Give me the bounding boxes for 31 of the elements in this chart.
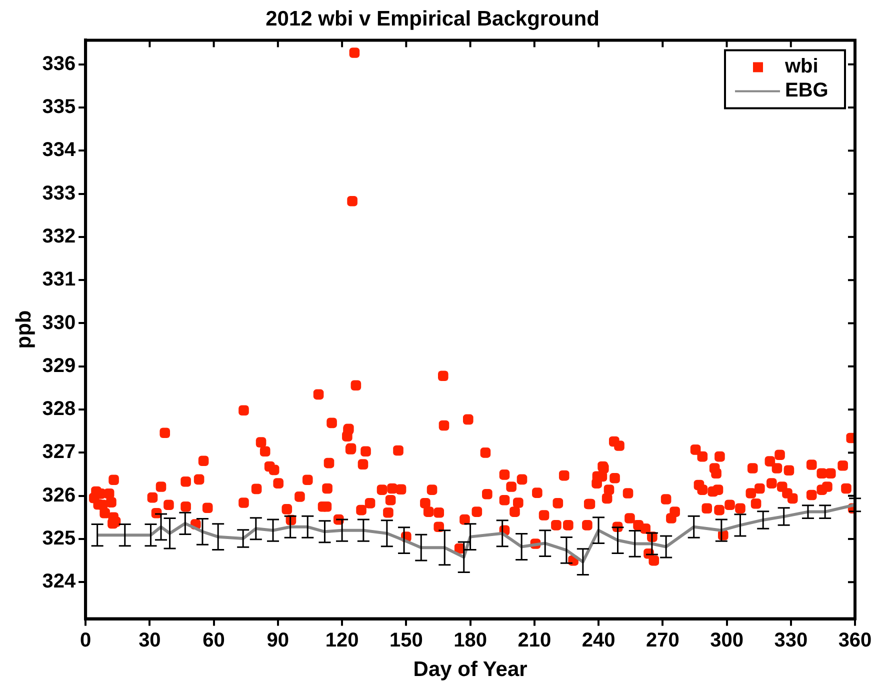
y-axis-title: ppb xyxy=(12,310,36,349)
y-tick-label: 327 xyxy=(42,441,76,464)
y-tick-label: 331 xyxy=(42,268,76,291)
x-tick-label: 0 xyxy=(80,629,92,652)
x-axis-title: Day of Year xyxy=(413,658,528,682)
legend-label: wbi xyxy=(784,56,818,78)
x-tick-label: 360 xyxy=(838,629,872,652)
x-tick-label: 240 xyxy=(582,629,616,652)
y-tick-label: 329 xyxy=(42,354,76,377)
x-tick-label: 30 xyxy=(138,629,161,652)
x-tick-label: 150 xyxy=(389,629,423,652)
legend-label: EBG xyxy=(785,80,828,102)
y-tick-label: 333 xyxy=(42,182,76,204)
y-tick-label: 330 xyxy=(42,312,76,334)
x-tick-label: 60 xyxy=(202,629,225,652)
y-tick-label: 335 xyxy=(42,96,76,118)
chart-title: 2012 wbi v Empirical Background xyxy=(266,7,600,30)
x-tick-label: 210 xyxy=(518,629,552,652)
x-tick-label: 180 xyxy=(454,629,487,652)
x-tick-label: 90 xyxy=(266,629,290,652)
x-tick-label: 300 xyxy=(710,629,744,652)
y-tick-label: 334 xyxy=(42,139,76,162)
y-tick-label: 326 xyxy=(42,484,76,506)
x-tick-label: 270 xyxy=(646,629,680,652)
y-tick-label: 325 xyxy=(42,527,76,550)
y-tick-label: 324 xyxy=(42,570,76,593)
y-tick-label: 328 xyxy=(42,398,76,420)
x-tick-label: 330 xyxy=(774,629,808,652)
x-tick-label: 120 xyxy=(325,629,359,652)
y-tick-label: 336 xyxy=(42,52,76,75)
y-tick-label: 332 xyxy=(42,225,76,248)
